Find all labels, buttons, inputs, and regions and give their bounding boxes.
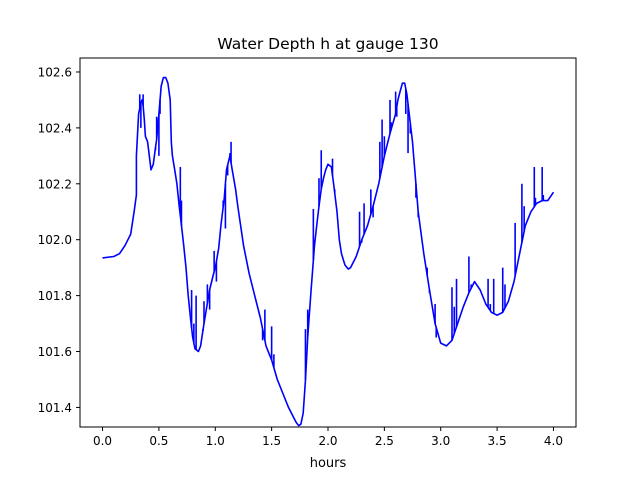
x-tick-label: 3.0	[431, 434, 450, 448]
y-tick-label: 102.2	[38, 177, 72, 191]
chart-title: Water Depth h at gauge 130	[217, 35, 438, 53]
plot-area	[102, 76, 555, 427]
y-tick-label: 101.4	[38, 401, 72, 415]
x-tick-label: 0.0	[93, 434, 112, 448]
y-axis: 101.4 101.6 101.8 102.0 102.2 102.4 102.6	[38, 65, 80, 415]
y-tick-label: 101.8	[38, 289, 72, 303]
y-tick-label: 101.6	[38, 345, 72, 359]
x-tick-label: 0.5	[149, 434, 168, 448]
x-axis: 0.0 0.5 1.0 1.5 2.0 2.5 3.0 3.5 4.0	[93, 427, 563, 448]
x-tick-label: 2.5	[375, 434, 394, 448]
x-tick-label: 1.5	[262, 434, 281, 448]
x-axis-label: hours	[310, 456, 347, 471]
x-tick-label: 2.0	[318, 434, 337, 448]
y-tick-label: 102.4	[38, 121, 72, 135]
water-depth-series-line	[102, 76, 555, 427]
x-tick-label: 3.5	[488, 434, 507, 448]
x-tick-label: 4.0	[544, 434, 563, 448]
x-tick-label: 1.0	[206, 434, 225, 448]
y-tick-label: 102.6	[38, 65, 72, 79]
y-tick-label: 102.0	[38, 233, 72, 247]
